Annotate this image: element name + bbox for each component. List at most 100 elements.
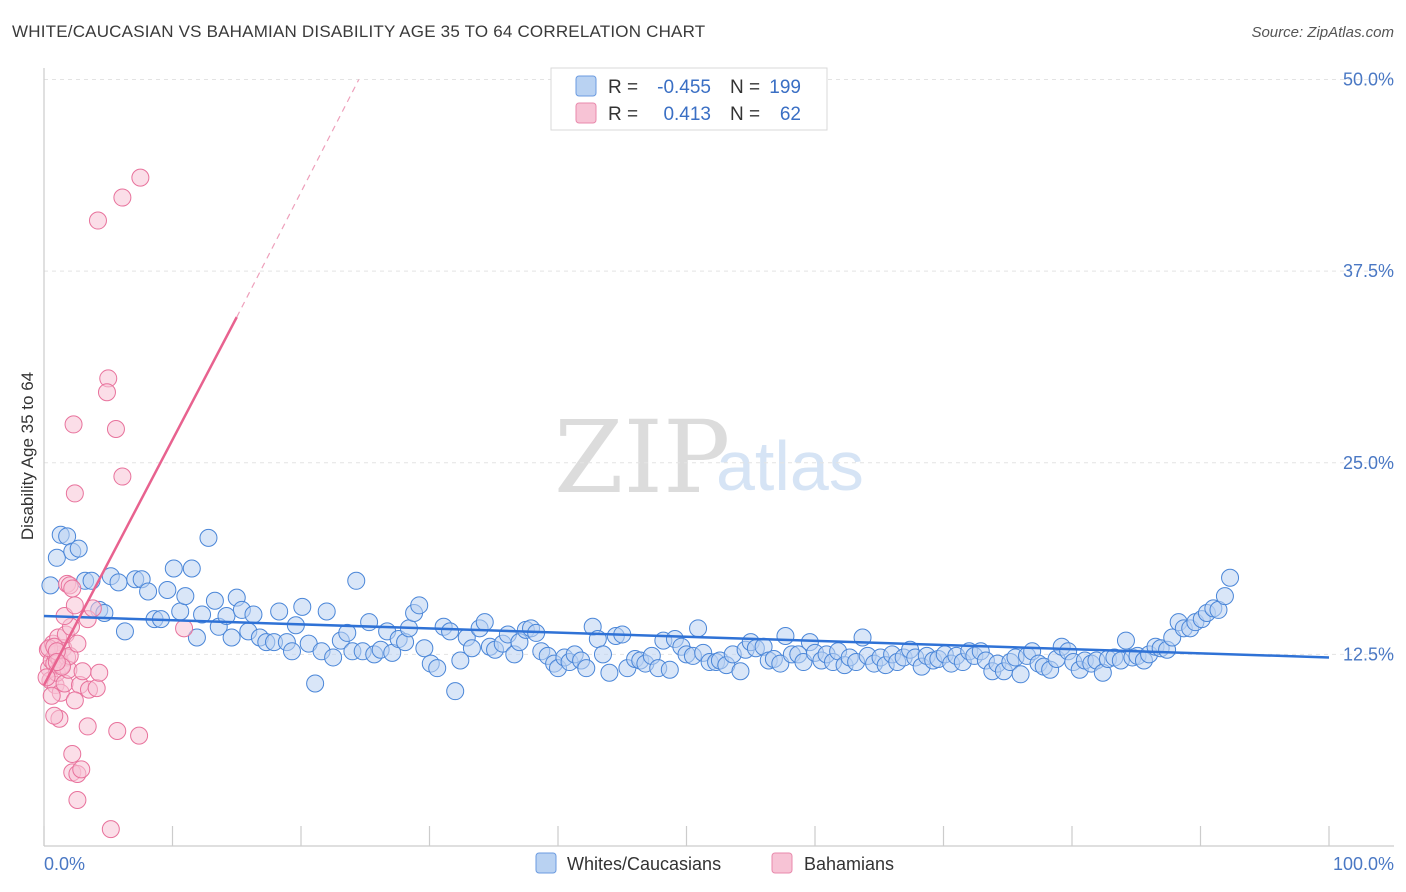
x-axis-ticks <box>43 826 1330 846</box>
whites-point-72 <box>475 613 494 632</box>
whites-point-5 <box>69 539 88 558</box>
legend-r-value-2: 0.413 <box>663 104 711 125</box>
bahamians-point-58 <box>87 679 106 698</box>
whites-point-28 <box>217 607 236 626</box>
bottom-legend-swatch-whites <box>535 852 557 874</box>
bottom-legend-label-bahamians: Bahamians <box>804 854 894 874</box>
whites-point-1 <box>47 548 66 567</box>
whites-point-116 <box>731 662 750 681</box>
bahamians-point-43 <box>113 188 132 207</box>
whites-point-22 <box>182 559 201 578</box>
bahamians-point-31 <box>68 634 87 653</box>
watermark-zip: ZIP <box>554 399 730 516</box>
series-whites-points <box>41 525 1240 701</box>
bahamians-point-52 <box>72 760 91 779</box>
whites-point-15 <box>139 582 158 601</box>
bahamians-point-47 <box>108 722 127 741</box>
bahamians-point-29 <box>63 579 82 598</box>
whites-point-67 <box>446 682 465 701</box>
whites-point-164 <box>1011 665 1030 684</box>
whites-point-52 <box>360 613 379 632</box>
series-bahamians-points <box>37 168 194 839</box>
whites-point-50 <box>347 571 366 590</box>
whites-point-64 <box>428 659 447 678</box>
whites-point-90 <box>577 659 596 678</box>
bahamians-point-30 <box>65 596 84 615</box>
bahamians-point-46 <box>65 691 84 710</box>
bahamians-point-33 <box>73 662 92 681</box>
x-tick-label-min: 0.0% <box>44 854 85 874</box>
bahamians-point-45 <box>78 717 97 736</box>
whites-point-0 <box>41 576 60 595</box>
bahamians-point-48 <box>130 726 149 745</box>
bahamians-point-40 <box>106 420 125 439</box>
bahamians-point-21 <box>42 686 61 705</box>
gridlines <box>44 79 1394 655</box>
whites-point-29 <box>222 628 241 647</box>
bahamians-point-49 <box>63 745 82 764</box>
whites-trend-line <box>43 614 1330 659</box>
y-tick-label-2: 37.5% <box>1343 261 1394 281</box>
whites-point-23 <box>187 628 206 647</box>
legend-swatch-whites <box>575 75 597 97</box>
x-tick-label-max: 100.0% <box>1333 854 1394 874</box>
legend-swatch-bahamians <box>575 102 597 124</box>
bahamians-trend-extension <box>236 79 360 318</box>
whites-point-199 <box>1215 587 1234 606</box>
whites-point-45 <box>317 602 336 621</box>
whites-point-41 <box>293 597 312 616</box>
y-axis-label: Disability Age 35 to 64 <box>18 372 37 540</box>
whites-point-20 <box>171 602 190 621</box>
whites-point-19 <box>164 559 183 578</box>
whites-point-200 <box>1221 568 1240 587</box>
bahamians-trend-line <box>42 316 238 686</box>
whites-point-61 <box>410 596 429 615</box>
whites-point-37 <box>270 602 289 621</box>
legend-n-label-1: N = <box>730 77 760 98</box>
whites-point-70 <box>462 639 481 658</box>
whites-point-94 <box>600 663 619 682</box>
whites-point-12 <box>115 622 134 641</box>
whites-point-26 <box>205 591 224 610</box>
whites-point-109 <box>689 619 708 638</box>
bahamians-point-39 <box>97 383 116 402</box>
legend-r-label-1: R = <box>608 77 638 98</box>
whites-point-124 <box>776 626 795 645</box>
whites-point-24 <box>193 605 212 624</box>
y-tick-label-3: 50.0% <box>1343 70 1394 90</box>
legend-n-value-2: 62 <box>780 104 801 125</box>
y-tick-label-1: 25.0% <box>1343 453 1394 473</box>
y-tick-label-0: 12.5% <box>1343 644 1394 664</box>
bahamians-point-60 <box>175 619 194 638</box>
legend-n-label-2: N = <box>730 104 760 125</box>
whites-point-62 <box>415 639 434 658</box>
whites-point-104 <box>660 660 679 679</box>
legend-r-label-2: R = <box>608 104 638 125</box>
bahamians-point-42 <box>88 211 107 230</box>
bottom-legend-label-whites: Whites/Caucasians <box>567 854 721 874</box>
whites-point-39 <box>283 642 302 661</box>
bahamians-point-53 <box>68 791 87 810</box>
bahamians-point-59 <box>90 663 109 682</box>
legend-r-value-1: -0.455 <box>657 77 711 98</box>
bahamians-point-37 <box>64 415 83 434</box>
chart-title: WHITE/CAUCASIAN VS BAHAMIAN DISABILITY A… <box>12 22 706 41</box>
bahamians-point-54 <box>101 820 120 839</box>
whites-point-11 <box>109 573 128 592</box>
bottom-legend-swatch-bahamians <box>771 852 793 874</box>
bahamians-point-44 <box>131 168 150 187</box>
whites-point-46 <box>324 648 343 667</box>
whites-point-33 <box>244 605 263 624</box>
whites-point-43 <box>306 674 325 693</box>
bahamians-point-41 <box>113 467 132 486</box>
bahamians-point-36 <box>65 484 84 503</box>
whites-point-25 <box>199 528 218 547</box>
whites-point-48 <box>338 623 357 642</box>
whites-point-93 <box>593 645 612 664</box>
bahamians-point-34 <box>45 706 64 725</box>
series-legend: Whites/Caucasians Bahamians <box>535 852 894 874</box>
legend-n-value-1: 199 <box>769 77 801 98</box>
watermark-atlas: atlas <box>716 427 864 505</box>
whites-point-66 <box>441 622 460 641</box>
